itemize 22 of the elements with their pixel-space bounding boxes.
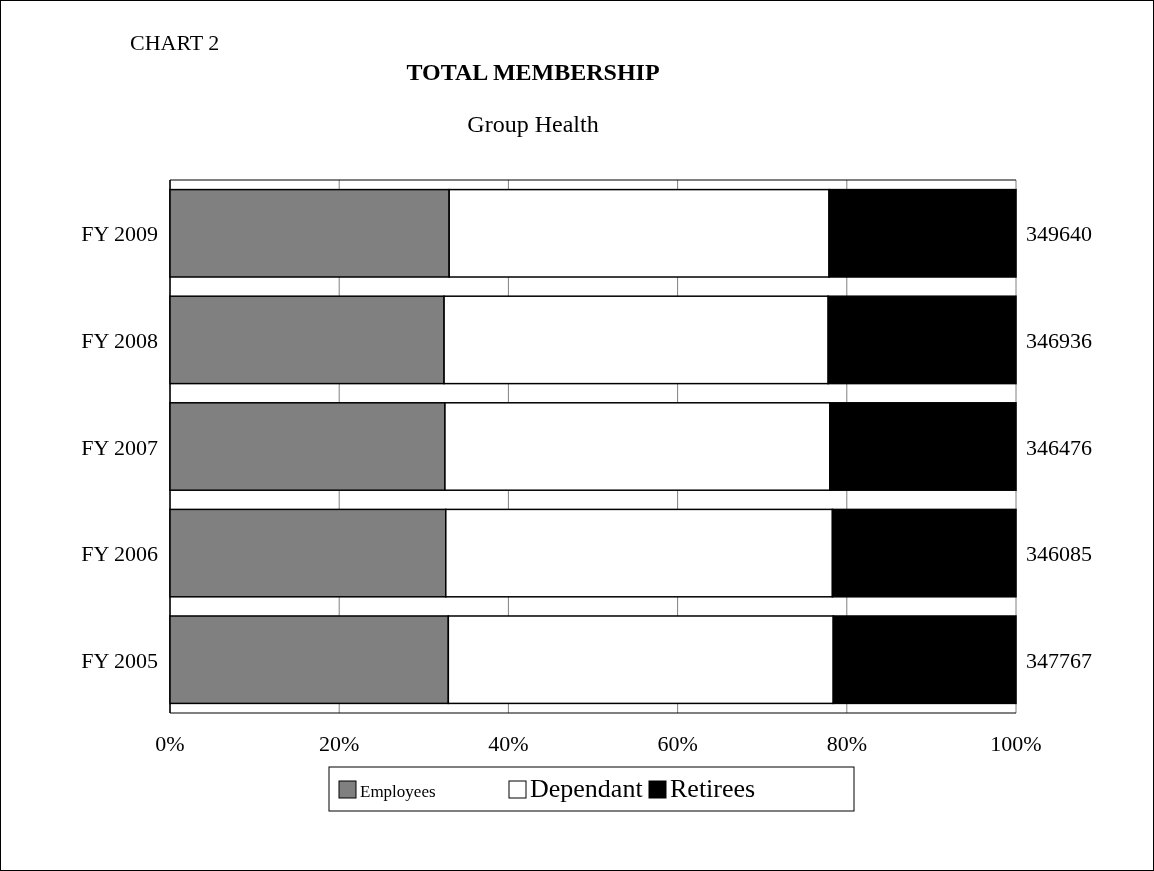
x-tick-label: 100% (990, 731, 1042, 756)
text: 346085 (1026, 541, 1092, 567)
chart-title: TOTAL MEMBERSHIP (406, 59, 660, 85)
y-tick-label: FY 2006 (81, 541, 158, 567)
text: 346936 (1026, 327, 1092, 353)
legend-label: Dependant (530, 774, 644, 803)
y-tick-label: FY 2008 (81, 327, 158, 353)
text: 349640 (1026, 221, 1092, 247)
y-tick-label: FY 2007 (81, 434, 158, 460)
x-tick-label: 40% (488, 731, 529, 756)
x-tick-label: 60% (657, 731, 698, 756)
legend-label: Retirees (670, 774, 756, 803)
legend-label: Employees (360, 782, 436, 801)
y-tick-label: FY 2009 (81, 221, 158, 247)
x-tick-label: 80% (826, 731, 867, 756)
chart-subtitle: Group Health (467, 111, 599, 137)
y-tick-label: FY 2005 (81, 647, 158, 673)
x-tick-label: 20% (319, 731, 360, 756)
text: 347767 (1026, 647, 1092, 673)
text: 346476 (1026, 434, 1092, 460)
x-tick-label: 0% (155, 731, 185, 756)
caption: CHART 2 (130, 30, 220, 55)
